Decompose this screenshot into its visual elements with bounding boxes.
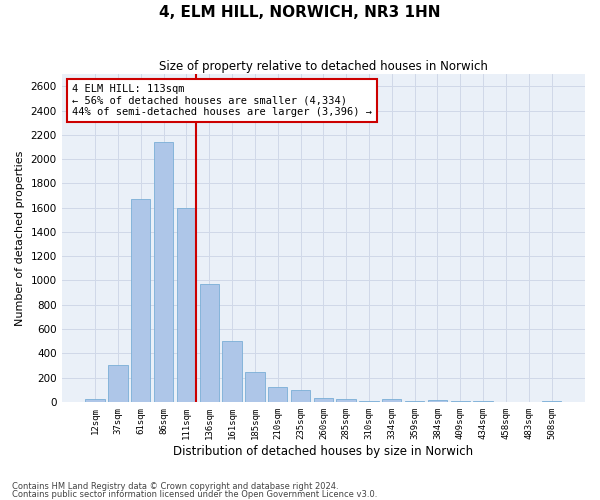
Bar xyxy=(223,341,242,402)
Bar xyxy=(428,400,447,402)
Bar xyxy=(245,372,265,402)
Bar xyxy=(108,366,128,402)
Text: Contains HM Land Registry data © Crown copyright and database right 2024.: Contains HM Land Registry data © Crown c… xyxy=(12,482,338,491)
Bar xyxy=(473,401,493,402)
Text: 4, ELM HILL, NORWICH, NR3 1HN: 4, ELM HILL, NORWICH, NR3 1HN xyxy=(159,5,441,20)
Bar xyxy=(382,400,401,402)
Title: Size of property relative to detached houses in Norwich: Size of property relative to detached ho… xyxy=(159,60,488,73)
Bar xyxy=(131,199,151,402)
X-axis label: Distribution of detached houses by size in Norwich: Distribution of detached houses by size … xyxy=(173,444,473,458)
Bar xyxy=(359,400,379,402)
Bar xyxy=(314,398,333,402)
Text: 4 ELM HILL: 113sqm
← 56% of detached houses are smaller (4,334)
44% of semi-deta: 4 ELM HILL: 113sqm ← 56% of detached hou… xyxy=(72,84,372,117)
Bar xyxy=(154,142,173,402)
Bar xyxy=(337,400,356,402)
Bar xyxy=(177,208,196,402)
Bar xyxy=(405,401,424,402)
Bar xyxy=(542,401,561,402)
Text: Contains public sector information licensed under the Open Government Licence v3: Contains public sector information licen… xyxy=(12,490,377,499)
Bar xyxy=(85,400,105,402)
Y-axis label: Number of detached properties: Number of detached properties xyxy=(15,150,25,326)
Bar xyxy=(451,401,470,402)
Bar xyxy=(200,284,219,402)
Bar xyxy=(291,390,310,402)
Bar xyxy=(268,386,287,402)
